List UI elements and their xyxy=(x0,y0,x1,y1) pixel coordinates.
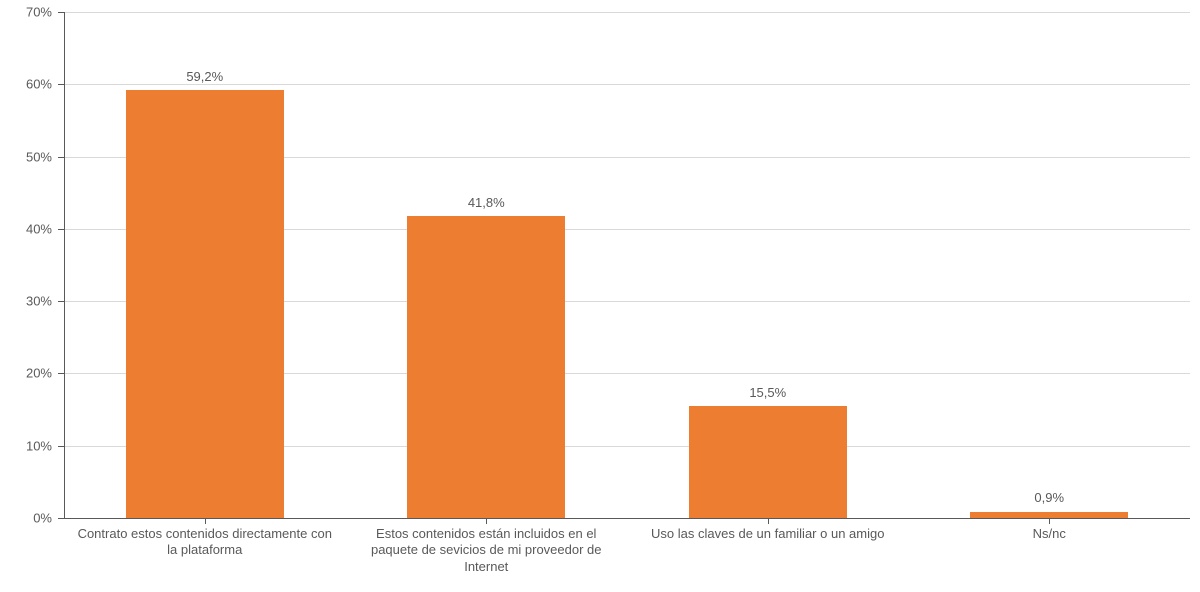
y-tick-label: 50% xyxy=(0,149,52,164)
y-tick-label: 60% xyxy=(0,77,52,92)
plot-area xyxy=(64,12,1190,518)
y-tick-label: 10% xyxy=(0,438,52,453)
y-axis-line xyxy=(64,12,65,518)
x-category-label: Estos contenidos están incluidos en el p… xyxy=(356,526,616,575)
bar-value-label: 15,5% xyxy=(749,385,786,400)
bar xyxy=(126,90,284,518)
x-category-label: Contrato estos contenidos directamente c… xyxy=(75,526,335,559)
bar xyxy=(689,406,847,518)
bar xyxy=(407,216,565,518)
bar-value-label: 0,9% xyxy=(1034,490,1064,505)
bar-chart: 0% 10% 20% 30% 40% 50% 60% 70% 59,2% Contrato est… xyxy=(0,0,1200,592)
y-tick-label: 20% xyxy=(0,366,52,381)
x-tick xyxy=(205,518,206,524)
y-tick-label: 70% xyxy=(0,5,52,20)
x-category-label: Uso las claves de un familiar o un amigo xyxy=(638,526,898,542)
x-tick xyxy=(486,518,487,524)
gridline xyxy=(64,12,1190,13)
bar-value-label: 59,2% xyxy=(186,69,223,84)
gridline xyxy=(64,84,1190,85)
bar-value-label: 41,8% xyxy=(468,195,505,210)
x-axis-line xyxy=(64,518,1190,519)
x-tick xyxy=(768,518,769,524)
y-tick-label: 0% xyxy=(0,511,52,526)
x-category-label: Ns/nc xyxy=(919,526,1179,542)
y-tick-label: 40% xyxy=(0,221,52,236)
x-tick xyxy=(1049,518,1050,524)
y-tick-label: 30% xyxy=(0,294,52,309)
